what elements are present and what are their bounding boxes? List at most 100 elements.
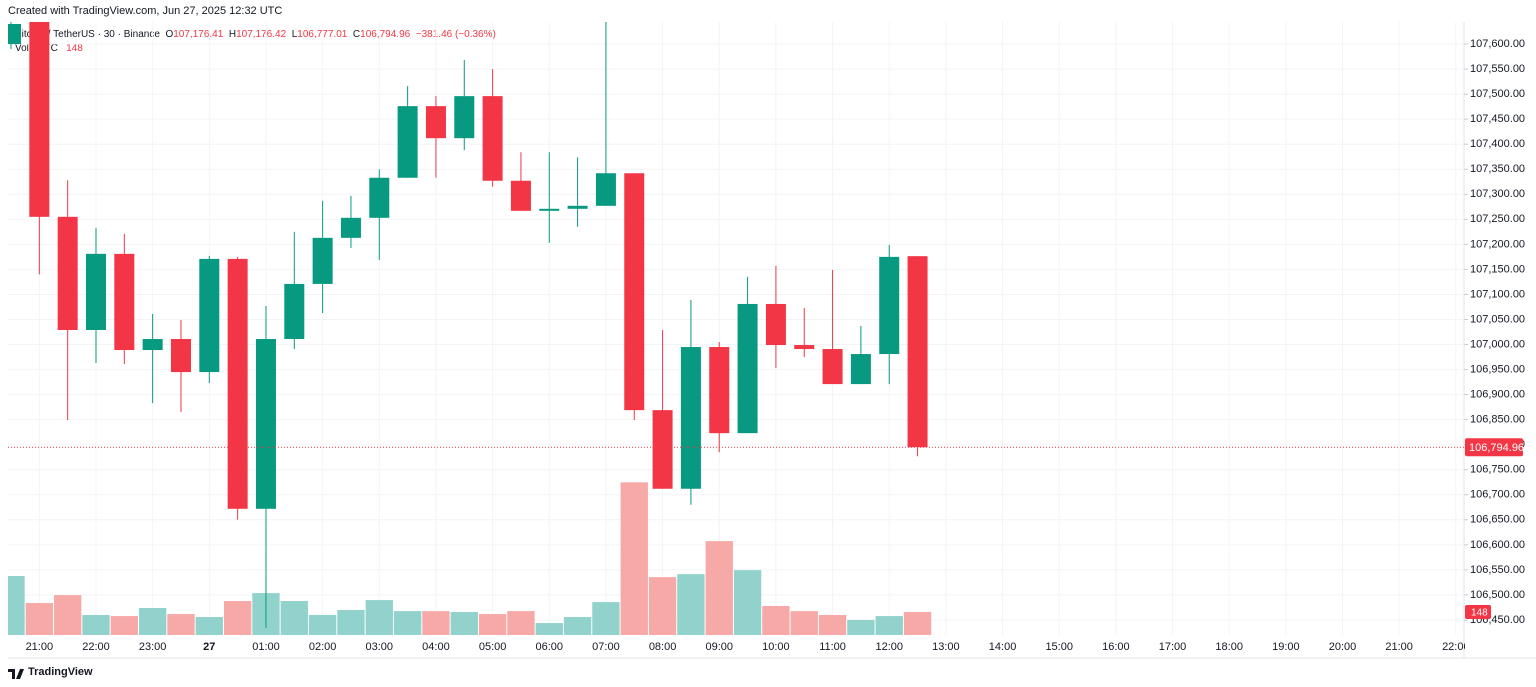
symbol: Bitcoin / TetherUS · 30 · Binance [15,29,160,40]
candle-body [369,177,390,218]
legend-key: C [352,29,361,40]
candle-body [765,303,786,346]
volume-bar [903,612,932,635]
volume-bar [337,610,365,635]
candle-body [340,217,361,238]
x-tick-label: 14:00 [989,641,1017,653]
legend-key: O [165,29,174,40]
x-tick-label: 22:00 [1442,641,1470,653]
candle-body [652,410,673,489]
candle-body [454,96,475,139]
y-tick-label: 107,350.00 [1470,163,1525,175]
volume-bar [535,623,563,635]
x-tick-label: 19:00 [1272,641,1300,653]
volume-bar [195,616,223,635]
y-tick-label: 106,750.00 [1470,464,1525,476]
x-tick-label: 01:00 [252,641,280,653]
x-tick-label: 18:00 [1215,641,1243,653]
volume-bar [422,611,450,635]
x-tick-label: 06:00 [536,641,564,653]
candle-body [794,345,815,350]
y-tick-label: 106,500.00 [1470,589,1525,601]
y-tick-label: 106,550.00 [1470,564,1525,576]
y-tick-label: 107,250.00 [1470,213,1525,225]
y-tick-label: 106,600.00 [1470,539,1525,551]
volume-bar [790,611,818,635]
volume-bar [620,482,648,635]
candle-body [737,303,758,434]
x-tick-label: 17:00 [1159,641,1187,653]
y-tick-label: 107,600.00 [1470,38,1525,50]
volume-bar [365,600,393,635]
x-tick-label: 05:00 [479,641,507,653]
candle-body [85,253,106,331]
volume-bar [138,607,167,635]
candle-body [709,347,730,434]
candle-body [8,24,21,45]
candle-body [539,208,560,211]
volume-bar [478,614,507,635]
candle-body [170,339,191,373]
candle-body [255,339,276,509]
candle-body [199,258,220,373]
volume-bar [592,602,620,635]
x-tick-label: 21:00 [26,641,54,653]
volume-bar [393,611,422,635]
volume-label-box [1465,605,1491,620]
x-tick-label: 27 [203,641,215,653]
volume-bar [762,605,790,635]
legend-value: 107,176.41 [173,29,224,40]
axis-background [1465,638,1536,657]
candle-body [879,256,900,355]
legend-value: 106,794.96 [360,29,411,40]
candle-body [624,173,645,411]
chart: 106,450.00106,500.00106,550.00106,600.00… [8,22,1536,659]
volume-bar [223,601,252,635]
volume-bar [875,616,903,635]
candle-body [595,173,616,206]
volume-bar [677,574,705,635]
change: −381.46 (−0.36%) [415,29,496,40]
candle-body [425,106,446,139]
x-tick-label: 02:00 [309,641,337,653]
legend-key: L [291,29,298,40]
x-tick-label: 07:00 [592,641,620,653]
candle-body [822,349,843,385]
volume-bar [8,576,25,635]
volume-label: 148 [1471,608,1488,619]
volume-bar [648,577,677,635]
candle-body [680,347,701,489]
y-tick-label: 106,700.00 [1470,489,1525,501]
legend-key: H [228,29,237,40]
grid [8,22,1464,635]
candle-body [312,237,333,284]
candle-body [114,253,135,351]
candle-body [227,258,248,509]
plot [8,22,932,635]
volume-bar [167,614,195,635]
price-label: 106,794.96 [1469,442,1524,454]
y-tick-label: 107,450.00 [1470,113,1525,125]
volume-bar [82,614,110,635]
footer: TradingView [28,666,93,678]
candle-body [57,216,78,331]
volume-bar [308,614,337,635]
y-tick-label: 107,100.00 [1470,288,1525,300]
x-tick-label: 20:00 [1329,641,1357,653]
candle-body [142,339,163,351]
y-tick-label: 107,550.00 [1470,63,1525,75]
volume-bar [507,611,535,635]
x-tick-label: 21:00 [1385,641,1413,653]
legend-value: 107,176.42 [236,29,287,40]
logo [8,669,24,679]
candle-body [850,354,871,385]
x-tick-label: 08:00 [649,641,677,653]
volume-bar [53,595,82,635]
volume-value: 148 [66,43,83,54]
volume-bar [25,603,53,635]
y-tick-label: 107,500.00 [1470,88,1525,100]
x-tick-label: 13:00 [932,641,960,653]
volume-bar [733,570,762,635]
volume-bar [110,616,138,635]
